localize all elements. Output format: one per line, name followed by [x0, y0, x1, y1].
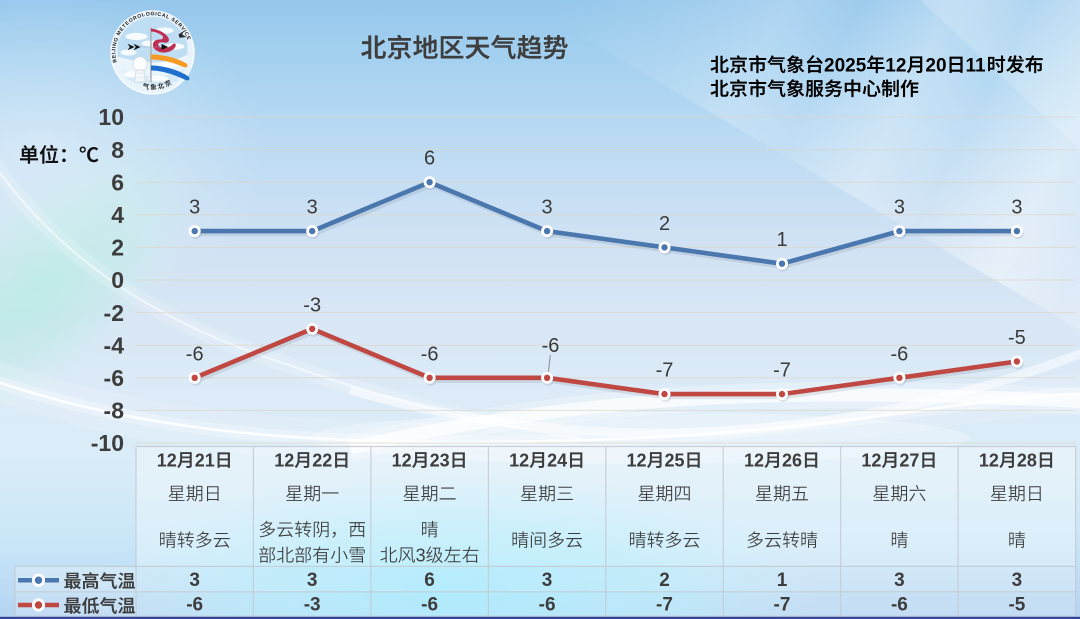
svg-text:-3: -3	[303, 294, 321, 316]
svg-text:3: 3	[894, 570, 905, 591]
svg-text:-6: -6	[421, 595, 438, 616]
svg-text:2: 2	[659, 213, 670, 235]
svg-text:1: 1	[777, 570, 788, 591]
svg-text:-8: -8	[104, 398, 125, 424]
svg-text:2: 2	[111, 235, 124, 261]
svg-text:-6: -6	[421, 343, 439, 365]
svg-text:-6: -6	[186, 595, 203, 616]
svg-text:12: 12	[274, 451, 294, 471]
svg-text:27: 27	[899, 451, 919, 471]
svg-text:12: 12	[979, 451, 999, 471]
svg-text:2: 2	[659, 570, 670, 591]
svg-text:3: 3	[189, 570, 200, 591]
svg-text:22: 22	[312, 451, 332, 471]
svg-text:3: 3	[307, 570, 318, 591]
svg-text:26: 26	[782, 451, 802, 471]
svg-text:-6: -6	[186, 343, 204, 365]
svg-text:6: 6	[111, 169, 124, 195]
svg-text:3: 3	[1012, 570, 1023, 591]
svg-text:-6: -6	[891, 595, 908, 616]
svg-text:2025: 2025	[824, 56, 867, 77]
svg-text:-6: -6	[104, 365, 124, 391]
svg-text:12: 12	[885, 56, 906, 77]
svg-text:-6: -6	[539, 595, 556, 616]
svg-text:3: 3	[1011, 197, 1022, 219]
svg-text:21: 21	[195, 451, 215, 471]
svg-text:6: 6	[424, 570, 435, 591]
svg-text:3: 3	[542, 197, 553, 219]
svg-text:11: 11	[966, 56, 987, 77]
svg-text:12: 12	[861, 451, 881, 471]
svg-text:-6: -6	[542, 335, 560, 357]
svg-text:12: 12	[157, 451, 177, 471]
svg-text:8: 8	[111, 137, 124, 163]
svg-text:24: 24	[547, 451, 567, 471]
svg-text:-5: -5	[1008, 327, 1026, 349]
svg-text:12: 12	[509, 451, 529, 471]
svg-text:20: 20	[925, 56, 946, 77]
svg-text:3: 3	[189, 197, 200, 219]
svg-text:10: 10	[98, 104, 124, 130]
svg-text:-10: -10	[91, 430, 124, 456]
svg-text:28: 28	[1017, 451, 1037, 471]
svg-text:3: 3	[307, 197, 318, 219]
svg-text:-7: -7	[656, 360, 674, 382]
svg-text:12: 12	[627, 451, 647, 471]
svg-text:25: 25	[665, 451, 685, 471]
svg-text:-7: -7	[656, 595, 673, 616]
svg-text:-4: -4	[104, 332, 125, 358]
svg-text:1: 1	[776, 229, 787, 251]
svg-text:0: 0	[111, 267, 124, 293]
svg-text:-7: -7	[773, 360, 791, 382]
svg-text:23: 23	[430, 451, 450, 471]
svg-text:-7: -7	[774, 595, 791, 616]
svg-text:-2: -2	[104, 300, 124, 326]
svg-text:-3: -3	[304, 595, 321, 616]
svg-text:-5: -5	[1008, 595, 1025, 616]
svg-text:4: 4	[111, 202, 124, 228]
svg-text:3: 3	[894, 197, 905, 219]
svg-text:3: 3	[542, 570, 553, 591]
svg-text:3: 3	[416, 546, 426, 566]
svg-text:6: 6	[424, 148, 435, 170]
svg-text:12: 12	[744, 451, 764, 471]
svg-text:-6: -6	[891, 343, 909, 365]
svg-text:12: 12	[392, 451, 412, 471]
